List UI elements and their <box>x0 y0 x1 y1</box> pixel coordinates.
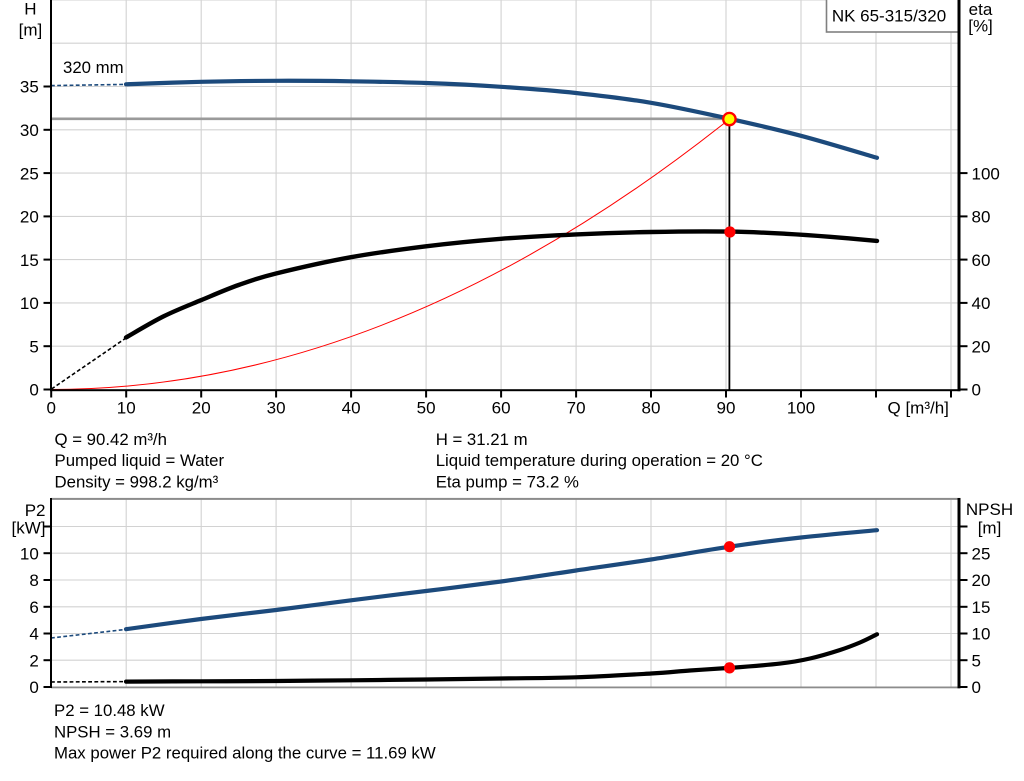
svg-text:100: 100 <box>787 398 815 417</box>
svg-text:P2 = 10.48 kW: P2 = 10.48 kW <box>54 701 165 720</box>
svg-text:20: 20 <box>192 398 211 417</box>
svg-text:P2: P2 <box>25 501 46 520</box>
svg-text:8: 8 <box>29 571 38 590</box>
svg-text:Density = 998.2 kg/m³: Density = 998.2 kg/m³ <box>55 472 219 491</box>
svg-text:Q [m³/h]: Q [m³/h] <box>888 398 949 417</box>
svg-text:10: 10 <box>117 398 136 417</box>
svg-text:4: 4 <box>29 625 38 644</box>
svg-text:40: 40 <box>972 294 991 313</box>
svg-text:Pumped liquid = Water: Pumped liquid = Water <box>55 451 225 470</box>
svg-text:0: 0 <box>972 678 981 697</box>
svg-text:5: 5 <box>972 652 981 671</box>
svg-text:100: 100 <box>972 164 1000 183</box>
svg-text:Max power P2 required along th: Max power P2 required along the curve = … <box>54 744 436 763</box>
svg-text:Eta pump = 73.2 %: Eta pump = 73.2 % <box>436 472 579 491</box>
svg-text:20: 20 <box>20 208 39 227</box>
svg-text:60: 60 <box>492 398 511 417</box>
svg-text:0: 0 <box>29 678 38 697</box>
svg-text:35: 35 <box>20 78 39 97</box>
svg-text:6: 6 <box>29 598 38 617</box>
svg-text:5: 5 <box>29 337 38 356</box>
svg-text:0: 0 <box>46 398 55 417</box>
svg-text:2: 2 <box>29 652 38 671</box>
svg-text:10: 10 <box>972 625 991 644</box>
svg-text:0: 0 <box>29 381 38 400</box>
svg-text:50: 50 <box>417 398 436 417</box>
svg-text:10: 10 <box>20 294 39 313</box>
svg-text:320 mm: 320 mm <box>63 58 124 77</box>
svg-text:90: 90 <box>717 398 736 417</box>
svg-text:20: 20 <box>972 571 991 590</box>
svg-text:eta: eta <box>969 0 993 19</box>
svg-text:15: 15 <box>20 251 39 270</box>
svg-text:20: 20 <box>972 337 991 356</box>
svg-text:Q = 90.42 m³/h: Q = 90.42 m³/h <box>55 430 167 449</box>
svg-text:15: 15 <box>972 598 991 617</box>
svg-text:0: 0 <box>972 381 981 400</box>
svg-text:H = 31.21 m: H = 31.21 m <box>436 430 528 449</box>
svg-text:25: 25 <box>20 164 39 183</box>
svg-text:Liquid temperature during oper: Liquid temperature during operation = 20… <box>436 451 763 470</box>
svg-text:NPSH = 3.69 m: NPSH = 3.69 m <box>54 722 171 741</box>
svg-text:NK 65-315/320: NK 65-315/320 <box>832 7 946 26</box>
svg-text:80: 80 <box>642 398 661 417</box>
svg-text:[kW]: [kW] <box>12 519 46 538</box>
svg-text:30: 30 <box>20 121 39 140</box>
svg-text:NPSH: NPSH <box>966 500 1013 519</box>
svg-text:80: 80 <box>972 208 991 227</box>
svg-text:60: 60 <box>972 251 991 270</box>
svg-text:25: 25 <box>972 545 991 564</box>
svg-text:40: 40 <box>342 398 361 417</box>
svg-text:[m]: [m] <box>978 519 1002 538</box>
svg-text:H: H <box>24 0 36 18</box>
svg-text:70: 70 <box>567 398 586 417</box>
svg-text:[%]: [%] <box>968 17 993 36</box>
svg-text:30: 30 <box>267 398 286 417</box>
svg-text:[m]: [m] <box>19 21 43 40</box>
svg-text:10: 10 <box>20 545 39 564</box>
